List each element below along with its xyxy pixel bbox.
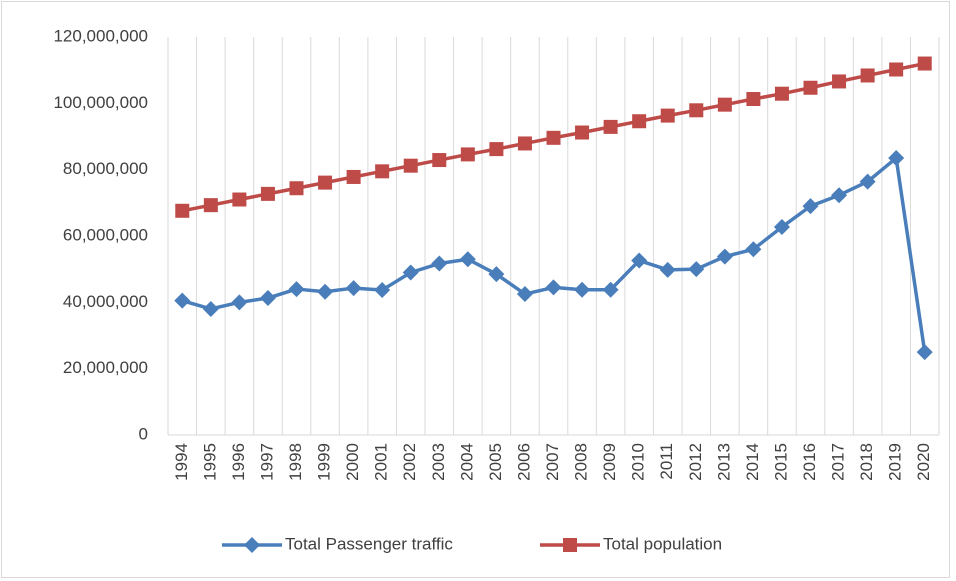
legend-marker	[563, 538, 577, 552]
data-point	[318, 175, 333, 190]
data-point	[402, 264, 419, 281]
x-tick-label: 2012	[686, 443, 705, 481]
x-tick-label: 2011	[657, 443, 676, 480]
x-tick-label: 2014	[743, 443, 762, 481]
x-tick-label: 2019	[886, 443, 905, 481]
data-point	[859, 173, 876, 190]
data-point	[802, 198, 819, 215]
data-point	[232, 192, 247, 207]
legend-label: Total population	[603, 534, 722, 553]
data-point	[517, 136, 532, 151]
data-point	[688, 261, 705, 278]
x-tick-label: 2000	[343, 443, 362, 481]
data-point	[546, 130, 561, 145]
data-point	[431, 255, 448, 272]
x-tick-label: 1998	[286, 443, 305, 481]
x-tick-label: 2005	[486, 443, 505, 481]
x-tick-label: 1995	[200, 443, 219, 481]
data-point	[374, 282, 391, 299]
data-point	[889, 62, 904, 77]
x-tick-label: 2013	[714, 443, 733, 481]
data-point	[689, 103, 704, 118]
x-tick-label: 1997	[257, 443, 276, 481]
data-point	[860, 68, 875, 83]
data-point	[660, 108, 675, 123]
data-point	[460, 147, 475, 162]
y-tick-label: 60,000,000	[63, 225, 148, 244]
data-point	[746, 92, 761, 107]
x-tick-label: 2010	[629, 443, 648, 481]
data-point	[202, 300, 219, 317]
x-tick-label: 1994	[172, 443, 191, 481]
legend-marker	[244, 537, 260, 553]
data-point	[603, 119, 618, 134]
data-point	[716, 248, 733, 265]
y-tick-label: 80,000,000	[63, 159, 148, 178]
x-tick-label: 2016	[800, 443, 819, 481]
data-point	[916, 344, 933, 361]
y-tick-label: 100,000,000	[53, 93, 148, 112]
x-tick-label: 2018	[857, 443, 876, 481]
data-point	[289, 181, 304, 196]
x-tick-label: 2006	[514, 443, 533, 481]
data-point	[259, 290, 276, 307]
data-point	[345, 280, 362, 297]
y-tick-label: 40,000,000	[63, 292, 148, 311]
data-point	[773, 219, 790, 236]
data-point	[575, 125, 590, 140]
data-point	[346, 169, 361, 184]
data-point	[174, 292, 191, 309]
data-point	[260, 186, 275, 201]
data-point	[602, 281, 619, 298]
x-tick-label: 2002	[400, 443, 419, 481]
y-tick-label: 120,000,000	[53, 26, 148, 45]
data-point	[203, 198, 218, 213]
data-point	[745, 241, 762, 258]
x-tick-label: 2001	[372, 443, 391, 481]
data-point	[375, 164, 390, 179]
x-tick-label: 2020	[914, 443, 933, 481]
data-point	[432, 153, 447, 168]
x-tick-label: 2003	[429, 443, 448, 481]
x-tick-label: 1996	[229, 443, 248, 481]
legend-label: Total Passenger traffic	[285, 534, 453, 553]
data-point	[403, 158, 418, 173]
x-tick-label: 2008	[572, 443, 591, 481]
data-point	[632, 114, 647, 129]
data-point	[774, 86, 789, 101]
data-point	[488, 266, 505, 283]
data-point	[317, 283, 334, 300]
y-tick-label: 0	[139, 424, 148, 443]
data-point	[803, 80, 818, 95]
data-point	[832, 74, 847, 89]
y-tick-label: 20,000,000	[63, 358, 148, 377]
data-point	[231, 294, 248, 311]
x-tick-label: 2007	[543, 443, 562, 481]
data-point	[489, 142, 504, 157]
x-tick-label: 1999	[315, 443, 334, 481]
data-point	[631, 252, 648, 269]
data-point	[917, 56, 932, 71]
data-point	[659, 261, 676, 278]
data-point	[574, 281, 591, 298]
data-point	[831, 187, 848, 204]
data-point	[175, 203, 190, 218]
x-tick-label: 2009	[600, 443, 619, 481]
data-point	[459, 251, 476, 268]
x-tick-label: 2017	[829, 443, 848, 481]
data-point	[717, 97, 732, 112]
data-point	[516, 286, 533, 303]
data-point	[888, 150, 905, 167]
data-point	[288, 281, 305, 298]
x-tick-label: 2004	[457, 443, 476, 481]
data-point	[545, 279, 562, 296]
x-tick-label: 2015	[771, 443, 790, 481]
